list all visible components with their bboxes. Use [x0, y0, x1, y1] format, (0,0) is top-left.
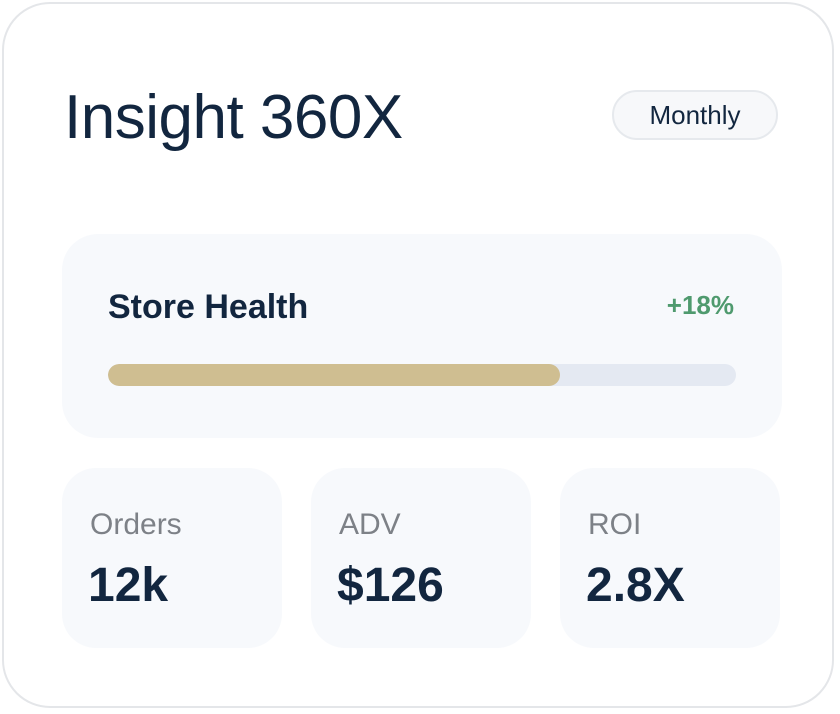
card-title: Insight 360X: [64, 83, 403, 152]
stat-tile-roi: ROI 2.8X: [560, 468, 780, 648]
stat-label: ADV: [339, 508, 401, 541]
store-health-progress-fill: [108, 364, 561, 386]
stat-value: 2.8X: [586, 559, 685, 612]
stat-tile-adv: ADV $126: [311, 468, 531, 648]
store-health-label: Store Health: [108, 288, 309, 326]
stat-value: 12k: [88, 559, 169, 612]
store-health-change: +18%: [666, 290, 734, 320]
insight-card: Insight 360X Monthly Store Health +18% O…: [2, 2, 834, 708]
stat-label: Orders: [90, 508, 182, 541]
store-health-panel: Store Health +18%: [62, 234, 782, 438]
stat-value: $126: [337, 559, 444, 612]
period-select-button[interactable]: Monthly: [612, 90, 778, 140]
stat-label: ROI: [588, 508, 642, 541]
store-health-progress-track: [108, 364, 736, 386]
stat-tile-orders: Orders 12k: [62, 468, 282, 648]
